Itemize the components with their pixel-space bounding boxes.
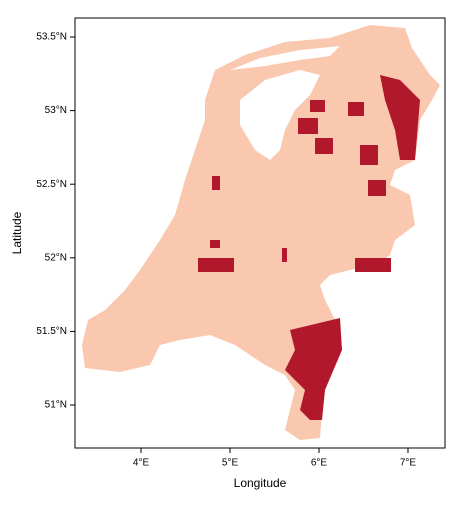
- map-raster: [82, 25, 440, 440]
- hotspot: [310, 100, 325, 112]
- x-axis-title: Longitude: [234, 476, 287, 490]
- x-tick-label: 6°E: [311, 458, 328, 469]
- hotspot: [298, 118, 318, 134]
- lake: [240, 70, 320, 160]
- hotspot: [315, 138, 333, 154]
- hotspot: [355, 258, 391, 272]
- wadden-gap: [230, 46, 340, 70]
- y-tick-label: 53.5°N: [36, 32, 67, 43]
- hotspot: [282, 248, 287, 262]
- y-tick-label: 52.5°N: [36, 179, 67, 190]
- x-tick-label: 5°E: [222, 458, 239, 469]
- hotspot: [360, 145, 378, 165]
- plot-frame: [74, 17, 446, 449]
- x-tick-label: 7°E: [400, 458, 417, 469]
- hotspot: [380, 75, 420, 160]
- y-tick-label: 52°N: [45, 252, 67, 263]
- y-tick-label: 51°N: [45, 400, 67, 411]
- hotspot: [212, 176, 220, 190]
- y-tick-label: 53°N: [45, 105, 67, 116]
- hotspot: [210, 240, 220, 248]
- hotspot: [348, 102, 364, 116]
- y-tick-label: 51.5°N: [36, 326, 67, 337]
- hotspot: [368, 180, 386, 196]
- hotspot: [285, 318, 342, 420]
- y-axis-title: Latitude: [10, 211, 24, 254]
- hotspot: [198, 258, 234, 272]
- x-tick-label: 4°E: [133, 458, 150, 469]
- land-area: [82, 25, 440, 440]
